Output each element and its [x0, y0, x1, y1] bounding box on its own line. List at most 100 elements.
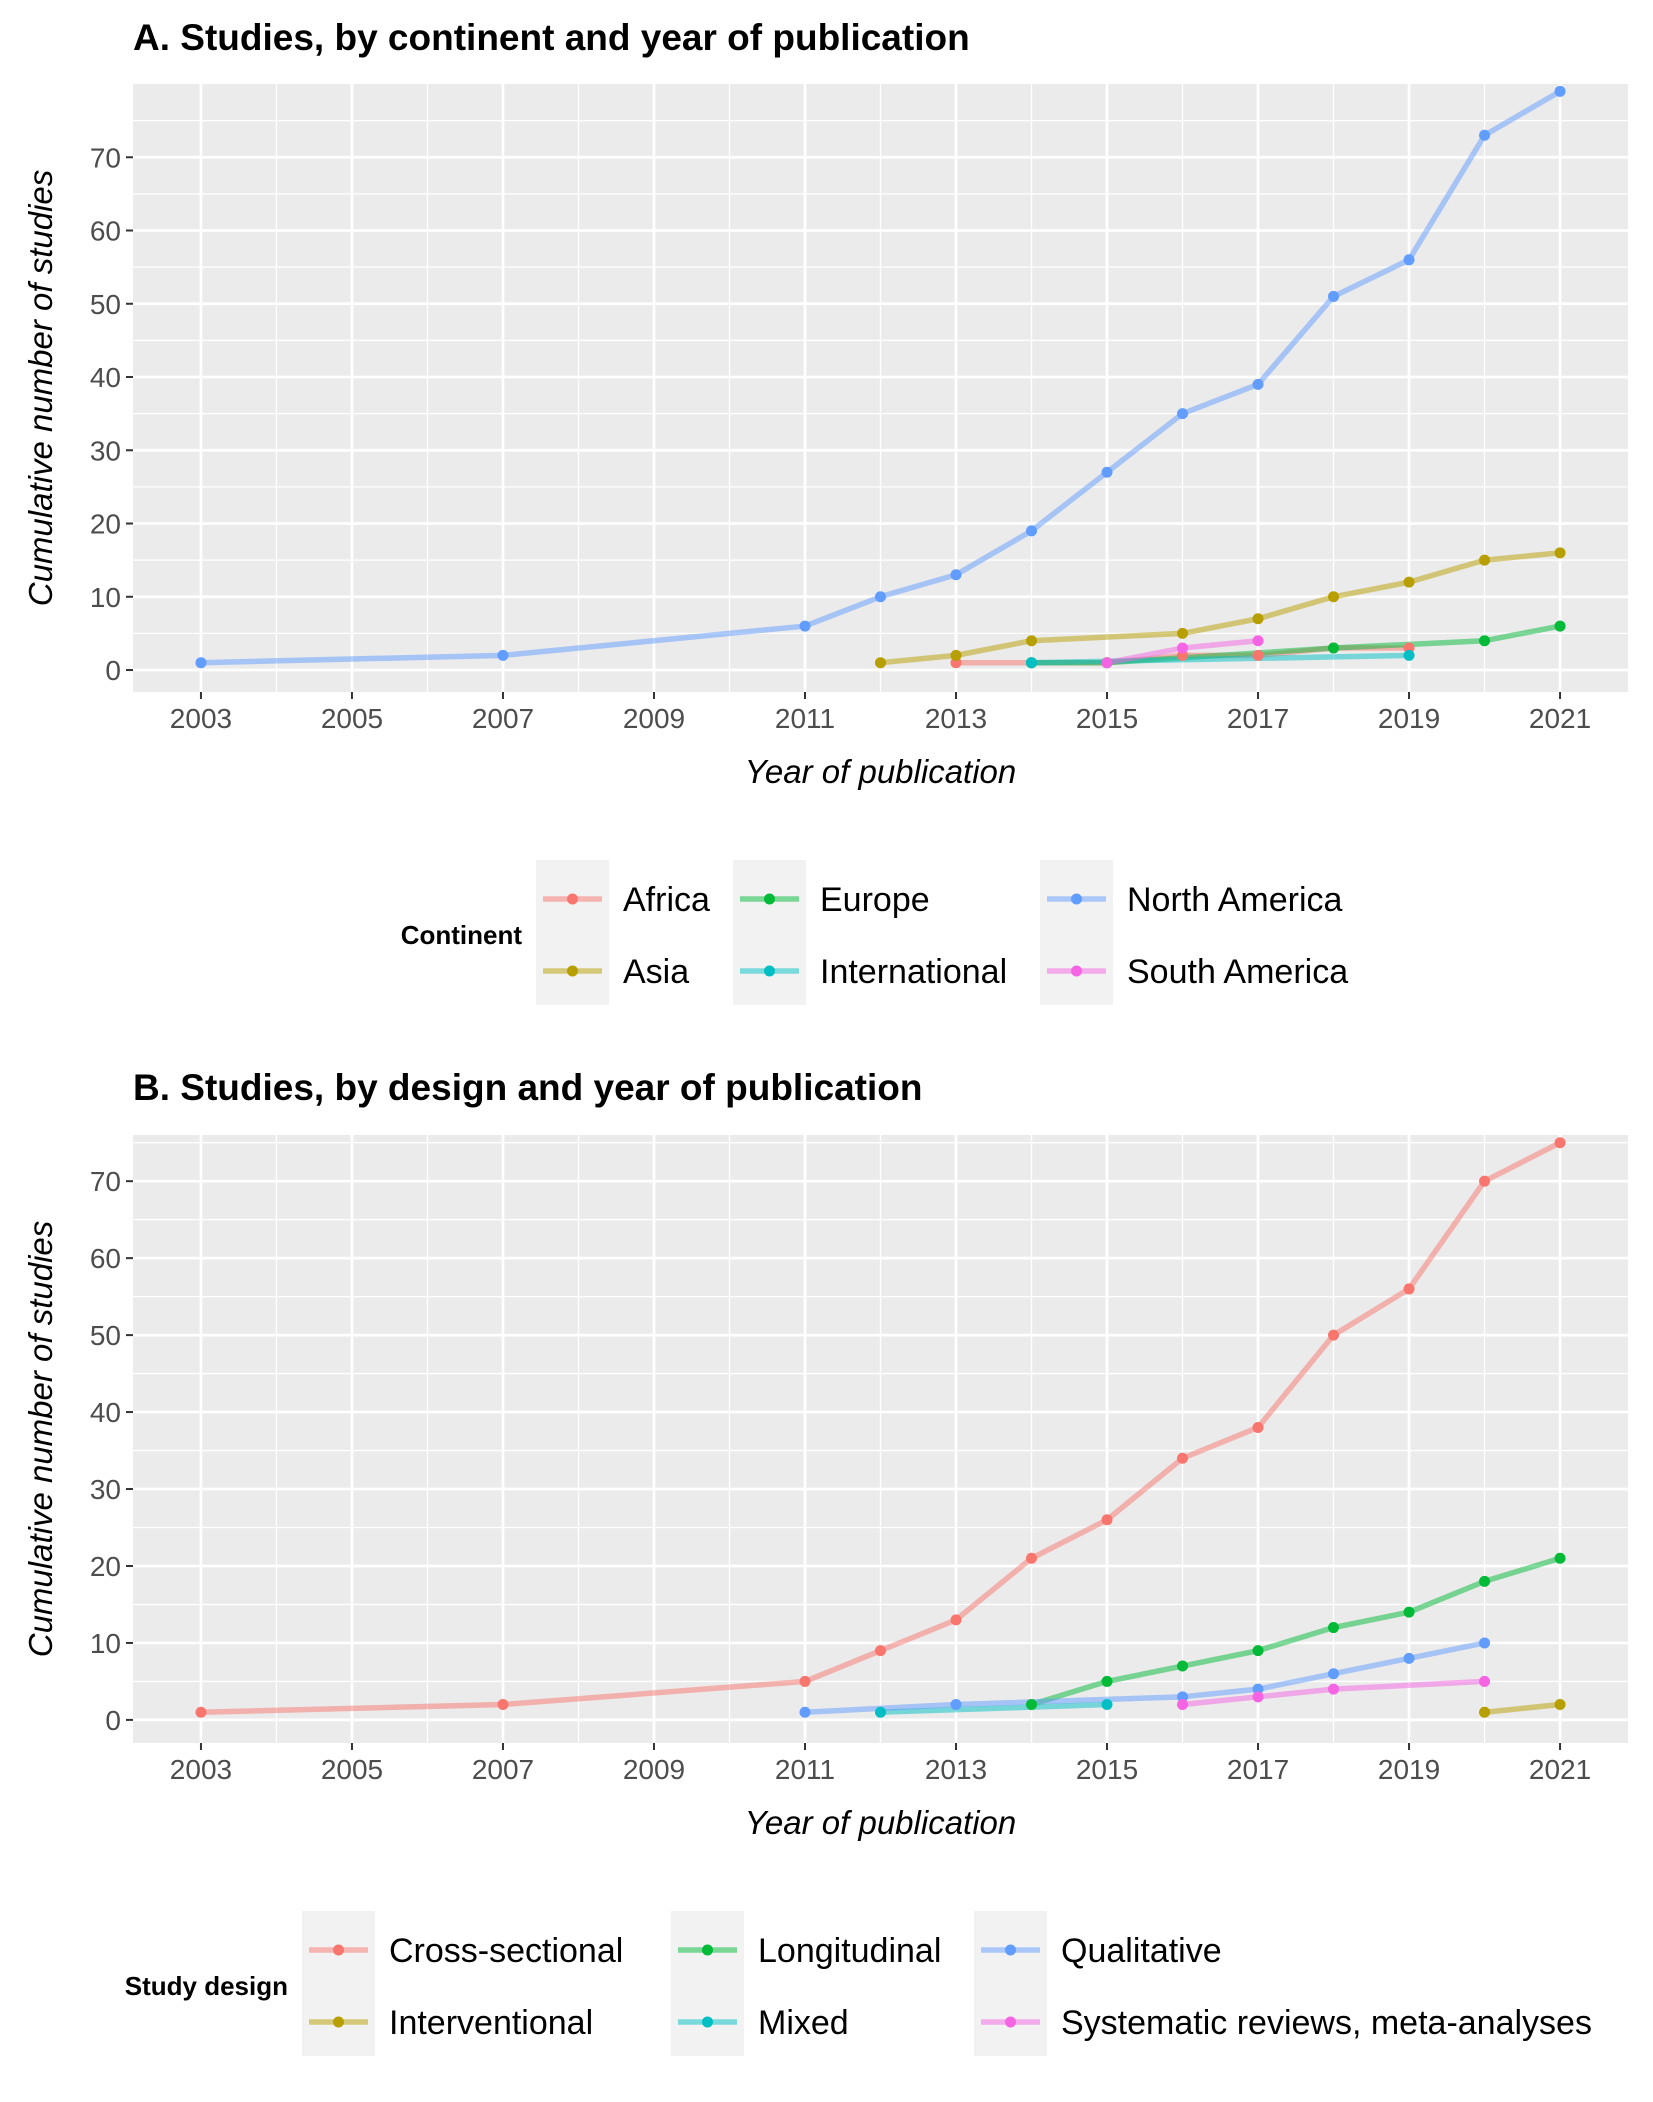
legend-key-point — [702, 2016, 713, 2028]
y-tick-label: 70 — [90, 1166, 121, 1197]
data-point — [1101, 1514, 1113, 1526]
panel-b: B. Studies, by design and year of public… — [22, 1067, 1628, 2056]
data-point — [1101, 1699, 1113, 1711]
x-tick-label: 2013 — [925, 703, 987, 734]
data-point — [1252, 635, 1264, 647]
panel-a: A. Studies, by continent and year of pub… — [22, 17, 1628, 1005]
legend-key-point — [702, 1944, 713, 1956]
data-point — [1252, 1683, 1264, 1695]
data-point — [875, 657, 886, 669]
data-point — [1177, 1452, 1189, 1464]
legend-label: Mixed — [758, 2004, 849, 2042]
data-point — [497, 649, 509, 661]
legend-label: Interventional — [389, 2004, 593, 2042]
x-tick-label: 2013 — [925, 1754, 987, 1785]
data-point — [1252, 1691, 1264, 1703]
data-point — [1479, 129, 1491, 141]
data-point — [1328, 1683, 1340, 1695]
data-point — [1403, 1283, 1415, 1295]
legend-key-point — [567, 965, 578, 977]
legend-key-background — [1040, 860, 1113, 1005]
data-point — [497, 1699, 509, 1711]
x-tick-label: 2017 — [1227, 703, 1289, 734]
data-point — [195, 1706, 207, 1718]
legend-label: Qualitative — [1061, 1932, 1222, 1970]
series-line — [1031, 652, 1410, 666]
y-tick-label: 40 — [90, 362, 121, 393]
data-point — [1252, 1645, 1264, 1657]
x-tick-label: 2003 — [170, 1754, 232, 1785]
series-line — [1030, 1555, 1561, 1708]
data-point — [1026, 1552, 1038, 1564]
data-point — [1479, 1575, 1491, 1587]
data-point — [1177, 1691, 1189, 1703]
legend-label: Longitudinal — [758, 1932, 941, 1970]
data-point — [1026, 1699, 1038, 1711]
x-tick-label: 2005 — [321, 703, 383, 734]
data-point — [1554, 1137, 1566, 1149]
data-point — [799, 1706, 811, 1718]
data-point — [1101, 657, 1113, 669]
data-point — [1328, 290, 1340, 302]
y-tick-label: 60 — [90, 1243, 121, 1274]
y-tick-label: 50 — [90, 1320, 121, 1351]
data-point — [1101, 1675, 1113, 1687]
legend-title: Continent — [401, 920, 523, 950]
x-tick-label: 2005 — [321, 1754, 383, 1785]
data-point — [1328, 1668, 1340, 1680]
data-point — [875, 1706, 886, 1718]
x-tick-label: 2021 — [1529, 1754, 1591, 1785]
data-point — [1026, 657, 1038, 669]
legend-label: Africa — [623, 881, 710, 919]
data-point — [1479, 1175, 1491, 1187]
y-tick-label: 60 — [90, 216, 121, 247]
y-tick-label: 50 — [90, 289, 121, 320]
x-tick-label: 2015 — [1076, 1754, 1138, 1785]
data-point — [1026, 525, 1038, 537]
data-point — [799, 620, 811, 632]
x-tick-label: 2007 — [472, 1754, 534, 1785]
legend-key-background — [733, 860, 806, 1005]
legend-label: South America — [1127, 953, 1348, 991]
x-tick-label: 2009 — [623, 703, 685, 734]
legend-key-point — [1071, 965, 1082, 977]
data-point — [1554, 547, 1566, 559]
y-tick-label: 20 — [90, 509, 121, 540]
legend-label: Systematic reviews, meta-analyses — [1061, 2004, 1592, 2042]
data-point — [1554, 1699, 1566, 1711]
series-line — [1182, 1678, 1485, 1708]
data-point — [195, 657, 207, 669]
data-point — [1554, 85, 1566, 97]
legend-title: Study design — [125, 1971, 288, 2001]
legend-key-background — [536, 860, 609, 1005]
data-point — [1252, 649, 1264, 661]
data-point — [1177, 642, 1189, 654]
data-point — [1554, 620, 1566, 632]
legend-label: North America — [1127, 881, 1342, 919]
data-point — [1328, 591, 1340, 603]
series-line — [880, 1701, 1108, 1715]
y-tick-label: 20 — [90, 1551, 121, 1582]
legend-key-point — [333, 1944, 344, 1956]
legend-key-background — [671, 1911, 744, 2056]
data-point — [1177, 1660, 1189, 1672]
x-tick-label: 2011 — [775, 1754, 835, 1785]
data-point — [1479, 554, 1491, 566]
x-tick-label: 2017 — [1227, 1754, 1289, 1785]
y-tick-label: 30 — [90, 435, 121, 466]
x-tick-label: 2021 — [1529, 703, 1591, 734]
data-point — [1252, 378, 1264, 390]
data-point — [1403, 254, 1415, 266]
x-tick-label: 2003 — [170, 703, 232, 734]
data-point — [1177, 627, 1189, 639]
data-point — [1252, 1421, 1264, 1433]
data-point — [1403, 1606, 1415, 1618]
legend-key-point — [1005, 2016, 1016, 2028]
y-tick-label: 0 — [105, 1705, 121, 1736]
data-point — [950, 649, 962, 661]
legend-label: International — [820, 953, 1007, 991]
data-point — [1177, 1699, 1189, 1711]
x-axis-label: Year of publication — [745, 753, 1017, 790]
legend-key-point — [333, 2016, 344, 2028]
